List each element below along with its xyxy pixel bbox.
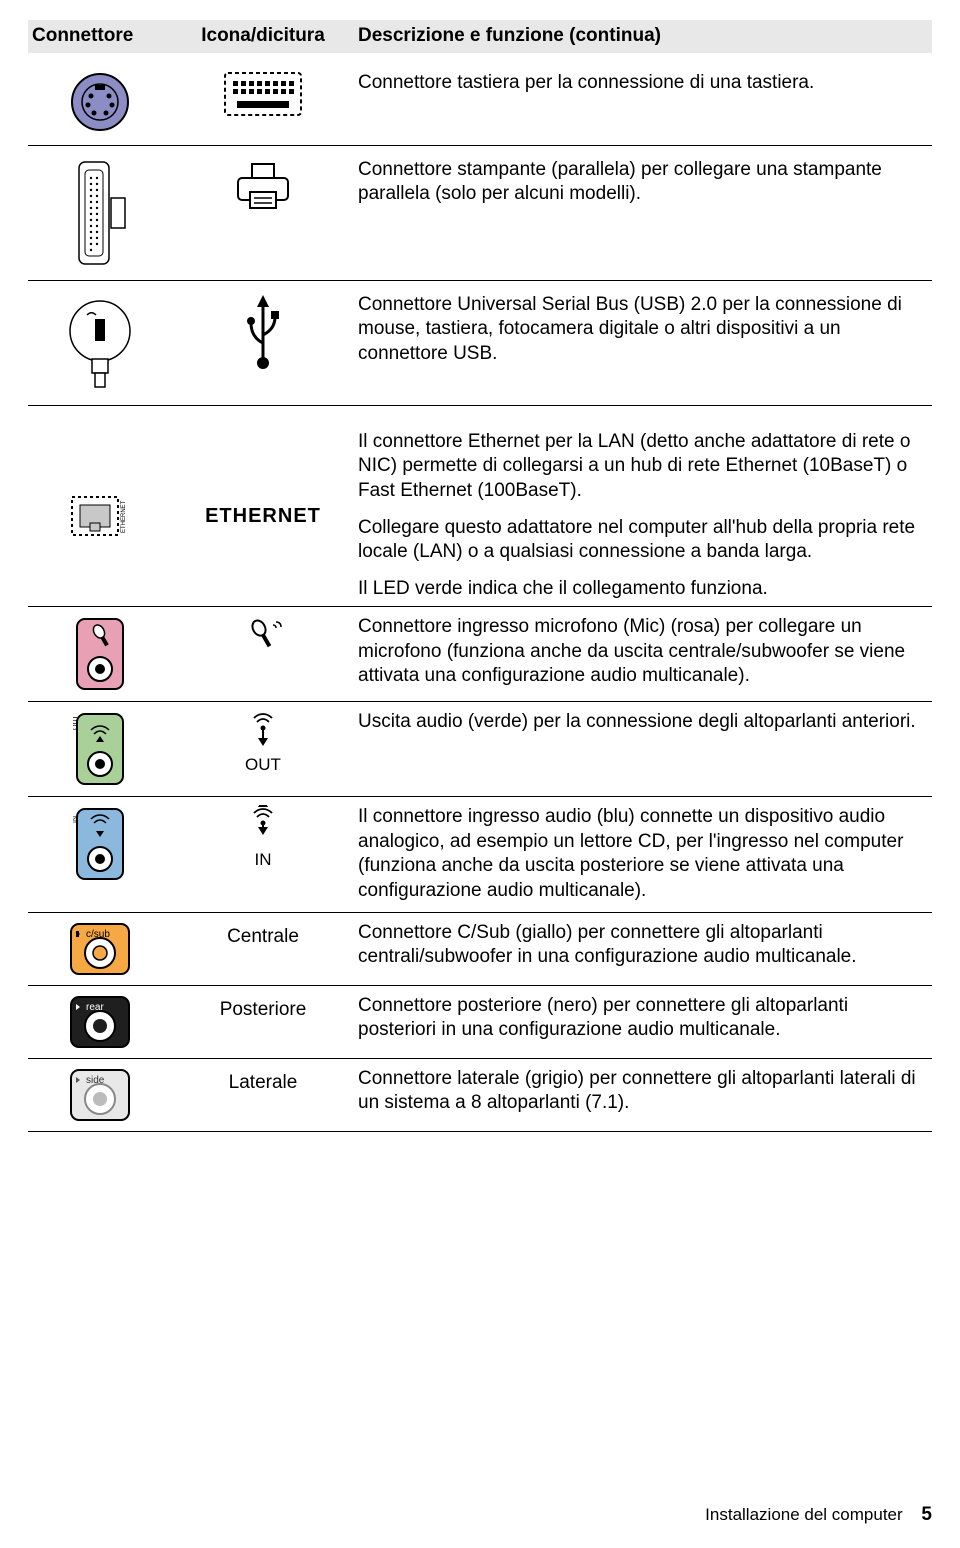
- page-footer: Installazione del computer 5: [705, 1503, 932, 1528]
- posteriore-desc: Connettore posteriore (nero) per connett…: [358, 994, 932, 1043]
- out-label: OUT: [245, 754, 281, 776]
- rear-jack-label: rear: [86, 1002, 104, 1013]
- connector-parallel-icon: [28, 158, 168, 268]
- printer-desc: Connettore stampante (parallela) per col…: [358, 158, 932, 207]
- row-centrale: c/sub Centrale Connettore C/Sub (giallo)…: [28, 913, 932, 986]
- ethernet-p1: Il connettore Ethernet per la LAN (detto…: [358, 430, 924, 504]
- row-out: OUT OUT Uscita audio (verde) per la conn…: [28, 702, 932, 797]
- centrale-desc: Connettore C/Sub (giallo) per connettere…: [358, 921, 932, 970]
- side-jack-label: side: [86, 1075, 105, 1086]
- keyboard-desc: Connettore tastiera per la connessione d…: [358, 71, 932, 96]
- in-label: IN: [255, 849, 272, 871]
- svg-text:ETHERNET: ETHERNET: [121, 500, 127, 533]
- connector-in-icon: IN: [28, 805, 168, 883]
- posteriore-label: Posteriore: [220, 998, 307, 1023]
- mic-desc: Connettore ingresso microfono (Mic) (ros…: [358, 615, 932, 689]
- ethernet-label: ETHERNET: [205, 503, 321, 529]
- connector-out-icon: OUT: [28, 710, 168, 788]
- centrale-label-cell: Centrale: [168, 921, 358, 950]
- connector-csub-icon: c/sub: [28, 921, 168, 977]
- usb-desc: Connettore Universal Serial Bus (USB) 2.…: [358, 293, 932, 367]
- header-icon: Icona/dicitura: [168, 24, 358, 49]
- csub-jack-label: c/sub: [86, 929, 110, 940]
- row-mic: Connettore ingresso microfono (Mic) (ros…: [28, 607, 932, 702]
- row-in: IN IN Il connettore ingresso audio (blu)…: [28, 797, 932, 913]
- usb-symbol-icon: [168, 293, 358, 371]
- table-header: Connettore Icona/dicitura Descrizione e …: [28, 20, 932, 53]
- ethernet-p2: Collegare questo adattatore nel computer…: [358, 516, 924, 565]
- connector-rear-icon: rear: [28, 994, 168, 1050]
- posteriore-label-cell: Posteriore: [168, 994, 358, 1023]
- row-ethernet: ETHERNET ETHERNET Il connettore Ethernet…: [28, 406, 932, 607]
- laterale-label: Laterale: [229, 1071, 298, 1096]
- connector-usb-icon: [28, 293, 168, 393]
- ethernet-p3: Il LED verde indica che il collegamento …: [358, 577, 924, 602]
- keyboard-icon: [168, 71, 358, 117]
- laterale-desc: Connettore laterale (grigio) per connett…: [358, 1067, 932, 1116]
- mic-symbol-icon: [168, 615, 358, 655]
- connector-ps2-icon: [28, 71, 168, 133]
- laterale-label-cell: Laterale: [168, 1067, 358, 1096]
- header-connector: Connettore: [28, 24, 168, 49]
- in-desc: Il connettore ingresso audio (blu) conne…: [358, 805, 932, 904]
- centrale-label: Centrale: [227, 925, 299, 950]
- row-printer: Connettore stampante (parallela) per col…: [28, 146, 932, 281]
- ethernet-label-cell: ETHERNET: [168, 503, 358, 529]
- page-number: 5: [921, 1504, 932, 1525]
- printer-icon: [168, 158, 358, 212]
- row-posteriore: rear Posteriore Connettore posteriore (n…: [28, 986, 932, 1059]
- svg-text:OUT: OUT: [73, 714, 79, 730]
- in-symbol-cell: IN: [168, 805, 358, 871]
- out-desc: Uscita audio (verde) per la connessione …: [358, 710, 932, 735]
- svg-text:IN: IN: [73, 816, 79, 823]
- connector-ethernet-icon: ETHERNET: [28, 489, 168, 543]
- out-symbol-cell: OUT: [168, 710, 358, 776]
- in-symbol-icon: [246, 805, 280, 845]
- row-keyboard: Connettore tastiera per la connessione d…: [28, 59, 932, 146]
- out-symbol-icon: [246, 710, 280, 750]
- row-usb: Connettore Universal Serial Bus (USB) 2.…: [28, 281, 932, 406]
- connector-mic-icon: [28, 615, 168, 693]
- connector-side-icon: side: [28, 1067, 168, 1123]
- row-laterale: side Laterale Connettore laterale (grigi…: [28, 1059, 932, 1132]
- ethernet-desc: Il connettore Ethernet per la LAN (detto…: [358, 430, 932, 602]
- header-desc: Descrizione e funzione (continua): [358, 24, 932, 49]
- footer-text: Installazione del computer: [705, 1505, 903, 1524]
